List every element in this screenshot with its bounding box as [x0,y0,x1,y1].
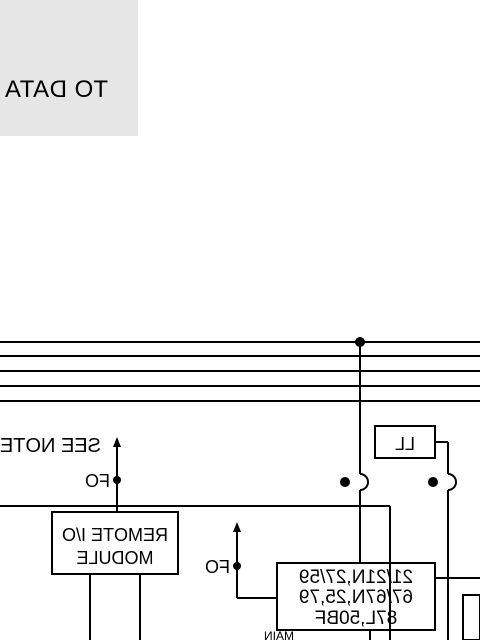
remote-module-box [51,511,179,575]
ll-box [374,425,436,459]
relay-line3: 87L,50BF [315,608,397,629]
disconnect-arc-1 [359,473,369,491]
see-note-label: SEE NOTE [0,435,101,457]
remote-module-line2: MODULE [76,548,153,568]
fo-label-2: FO [205,557,230,577]
arrow-up-1 [113,437,121,447]
junction-dot-2 [340,477,350,487]
relay-block-box [276,562,436,631]
junction-dot-4 [113,476,121,484]
relay-line1: 21/21N,27/59 [299,567,413,588]
junction-dot-3 [428,477,438,487]
ll-box-label: LL [395,434,415,454]
relay-line4: MAIN [264,629,294,640]
remote-module-line1: REMOTE I/O [62,525,168,545]
relay-line2: 67/67N,25,79 [299,587,413,608]
fo-label-1: FO [85,471,110,491]
junction-dot-5 [233,562,241,570]
right-device-box [462,594,480,640]
junction-dot-1 [355,337,365,347]
arrow-up-2 [233,522,241,532]
disconnect-arc-2 [447,473,457,491]
